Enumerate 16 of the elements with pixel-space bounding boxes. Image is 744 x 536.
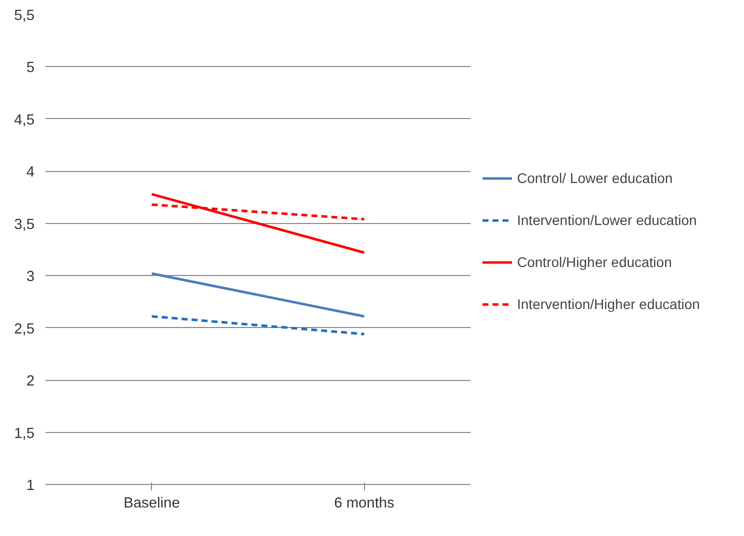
x-tick-label: Baseline bbox=[124, 496, 180, 512]
y-tick-label: 2,5 bbox=[14, 321, 34, 338]
y-tick-label: 3,5 bbox=[14, 216, 34, 233]
y-tick-label: 1 bbox=[26, 478, 35, 494]
y-tick-label: 2 bbox=[26, 374, 35, 390]
y-tick-label: 5 bbox=[26, 60, 35, 76]
legend-label: Intervention/Higher education bbox=[517, 296, 700, 312]
x-tick-label: 6 months bbox=[334, 496, 394, 512]
y-tick-label: 4,5 bbox=[14, 112, 34, 128]
y-tick-label: 1,5 bbox=[14, 426, 34, 442]
y-tick-label: 3 bbox=[26, 269, 35, 286]
y-tick-label: 5,5 bbox=[14, 8, 34, 24]
y-tick-label: 4 bbox=[26, 164, 35, 181]
legend-label: Control/ Lower education bbox=[517, 170, 673, 186]
legend-label: Control/Higher education bbox=[517, 254, 672, 270]
legend-label: Intervention/Lower education bbox=[517, 212, 697, 228]
